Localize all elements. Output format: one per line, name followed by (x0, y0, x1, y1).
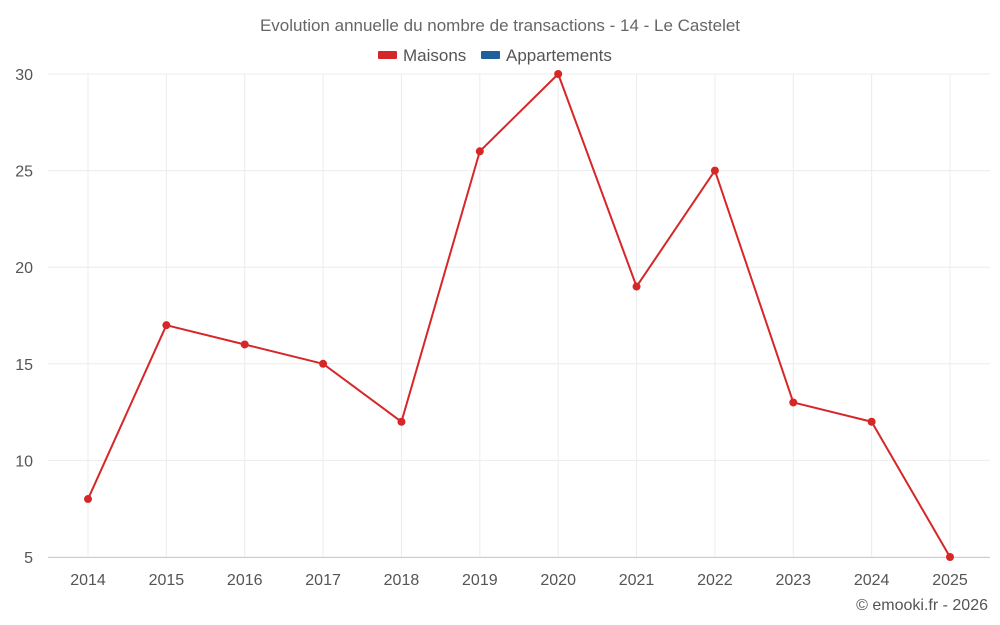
data-point-maisons[interactable] (710, 166, 719, 175)
series-layer (84, 70, 954, 561)
data-point-maisons[interactable] (319, 359, 328, 368)
x-tick-label: 2022 (697, 572, 733, 589)
data-point-maisons[interactable] (789, 398, 798, 407)
legend: Maisons Appartements (378, 46, 612, 65)
x-axis-ticks: 2014 2015 2016 2017 2018 2019 2020 2021 2022 2023… (70, 572, 968, 589)
chart-title: Evolution annuelle du nombre de transact… (260, 16, 740, 35)
x-tick-label: 2017 (305, 572, 341, 589)
data-point-maisons[interactable] (946, 553, 954, 561)
x-tick-label: 2023 (775, 572, 811, 589)
y-tick-label: 30 (15, 67, 33, 84)
y-tick-label: 15 (15, 357, 33, 374)
data-point-maisons[interactable] (475, 147, 484, 156)
y-gridlines (48, 73, 990, 558)
data-point-maisons[interactable] (162, 321, 171, 330)
y-tick-label: 10 (15, 453, 33, 470)
x-tick-label: 2021 (619, 572, 655, 589)
legend-item-appartements[interactable]: Appartements (481, 46, 612, 65)
y-tick-label: 25 (15, 164, 33, 181)
legend-item-maisons[interactable]: Maisons (378, 46, 466, 65)
data-point-maisons[interactable] (632, 282, 641, 291)
x-tick-label: 2016 (227, 572, 263, 589)
x-gridlines (87, 74, 951, 557)
x-tick-label: 2019 (462, 572, 498, 589)
y-tick-label: 5 (24, 550, 33, 567)
x-tick-label: 2024 (854, 572, 890, 589)
y-tick-label: 20 (15, 260, 33, 277)
legend-label-appartements: Appartements (506, 46, 612, 65)
x-tick-label: 2025 (932, 572, 968, 589)
credit-text: © emooki.fr - 2026 (856, 597, 988, 614)
data-point-maisons[interactable] (84, 495, 92, 504)
x-tick-label: 2014 (70, 572, 106, 589)
x-tick-label: 2018 (384, 572, 420, 589)
data-point-maisons[interactable] (240, 340, 249, 349)
legend-swatch-maisons (378, 51, 397, 59)
data-point-maisons[interactable] (867, 417, 876, 426)
legend-swatch-appartements (481, 51, 500, 59)
data-point-maisons[interactable] (397, 417, 406, 426)
series-line-maisons (87, 73, 951, 558)
x-tick-label: 2015 (149, 572, 185, 589)
y-axis-ticks: 5 10 15 20 25 30 (15, 67, 33, 567)
legend-label-maisons: Maisons (403, 46, 466, 65)
x-tick-label: 2020 (540, 572, 576, 589)
data-point-maisons[interactable] (554, 70, 563, 78)
